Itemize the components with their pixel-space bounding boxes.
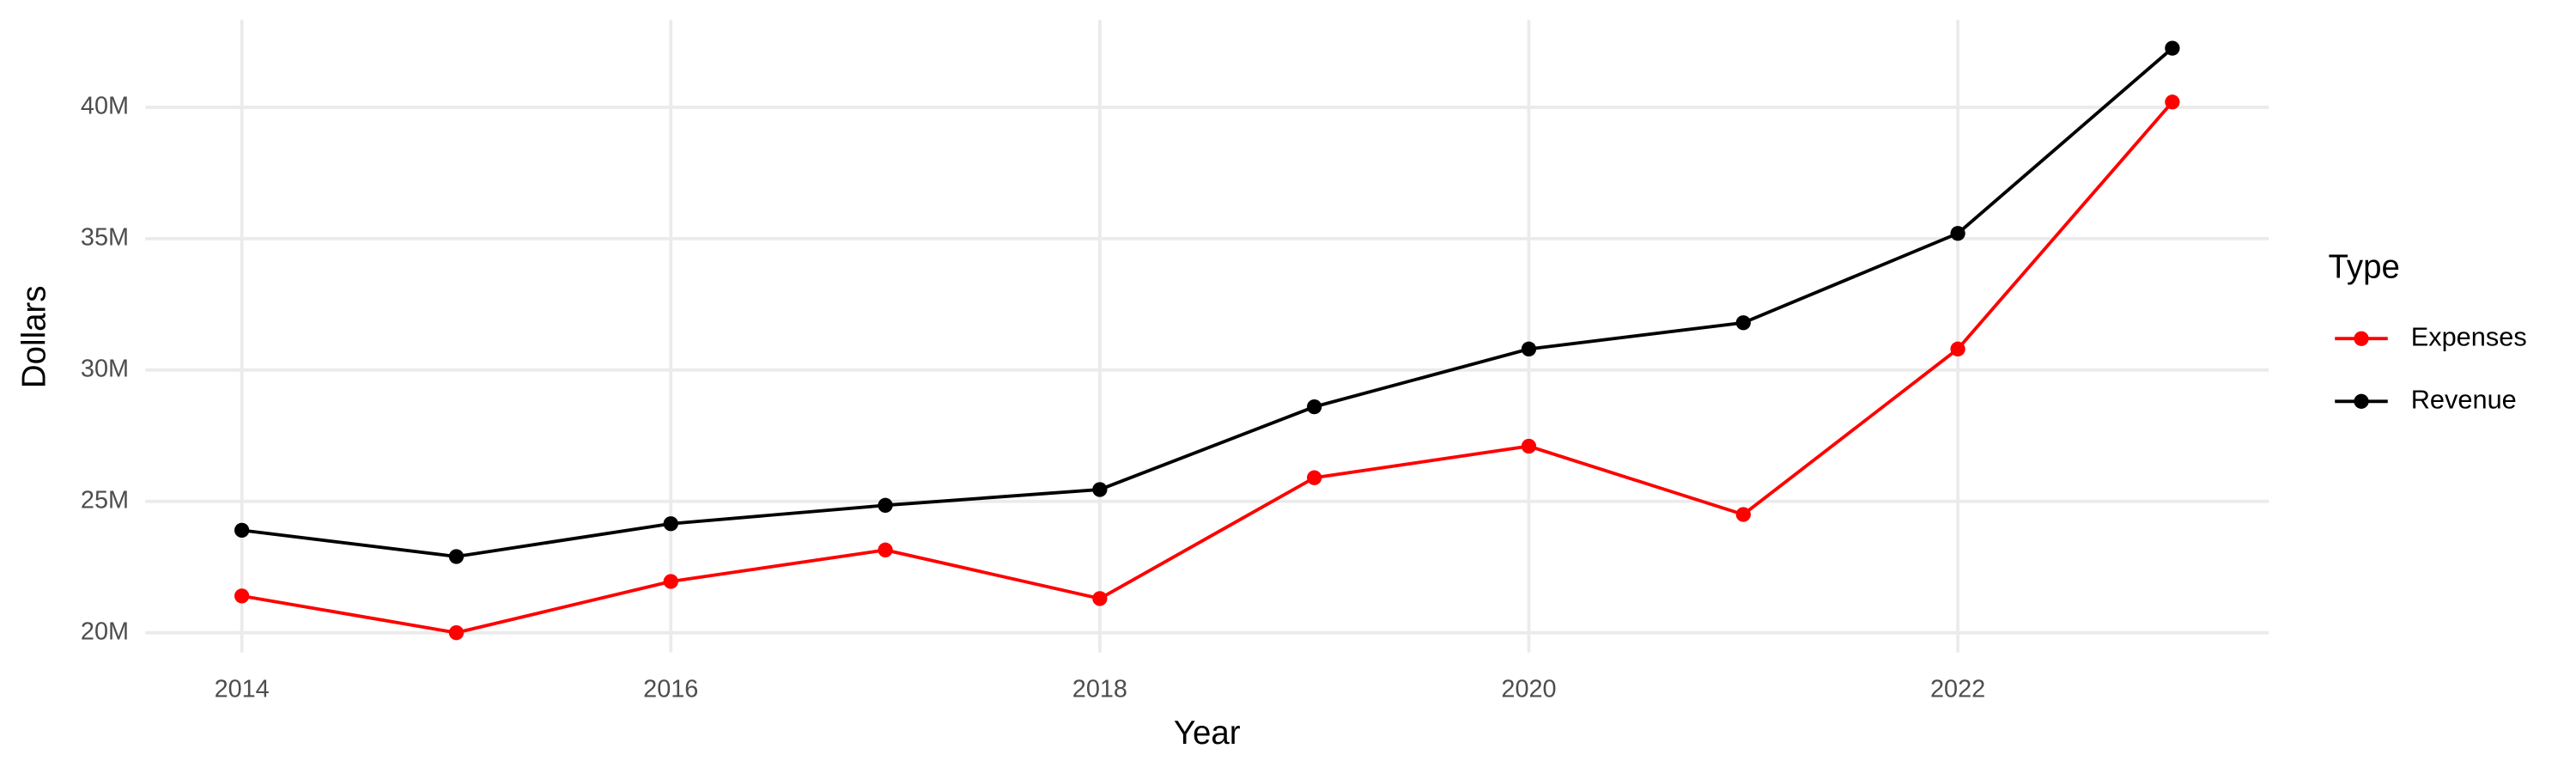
data-point xyxy=(2165,94,2180,110)
series-line xyxy=(241,46,2174,558)
series-line xyxy=(241,100,2174,635)
x-tick-label: 2016 xyxy=(643,675,698,703)
data-point xyxy=(878,497,893,513)
data-point xyxy=(2165,40,2180,56)
x-tick-label: 2020 xyxy=(1501,675,1556,703)
data-point xyxy=(878,542,893,557)
data-point xyxy=(1307,470,1322,485)
y-tick-label: 35M xyxy=(81,223,129,251)
data-point xyxy=(1521,341,1537,356)
y-tick-label: 20M xyxy=(81,618,129,645)
data-point xyxy=(1950,226,1965,241)
data-point xyxy=(1307,399,1322,415)
x-tick-label: 2018 xyxy=(1072,675,1127,703)
data-point xyxy=(663,574,678,589)
data-point xyxy=(1521,438,1537,454)
legend-key-point xyxy=(2354,393,2369,409)
data-point xyxy=(1092,591,1108,606)
legend-title: Type xyxy=(2329,249,2400,286)
x-tick-label: 2014 xyxy=(215,675,270,703)
legend-key-point xyxy=(2354,331,2369,346)
legend-label: Revenue xyxy=(2411,384,2517,414)
x-axis-title: Year xyxy=(1174,715,1241,752)
data-point xyxy=(448,625,465,641)
data-point xyxy=(234,522,250,539)
y-tick-label: 25M xyxy=(81,486,129,514)
data-point xyxy=(1950,341,1965,356)
data-point xyxy=(1735,315,1751,331)
data-point xyxy=(1735,507,1751,522)
x-tick-label: 2022 xyxy=(1930,675,1985,703)
data-point xyxy=(234,588,250,604)
y-tick-label: 30M xyxy=(81,355,129,382)
y-tick-label: 40M xyxy=(81,93,129,120)
y-axis-title: Dollars xyxy=(15,285,52,388)
data-point xyxy=(448,549,465,564)
data-point xyxy=(1092,482,1108,497)
legend-label: Expenses xyxy=(2411,321,2527,351)
data-point xyxy=(663,516,678,532)
